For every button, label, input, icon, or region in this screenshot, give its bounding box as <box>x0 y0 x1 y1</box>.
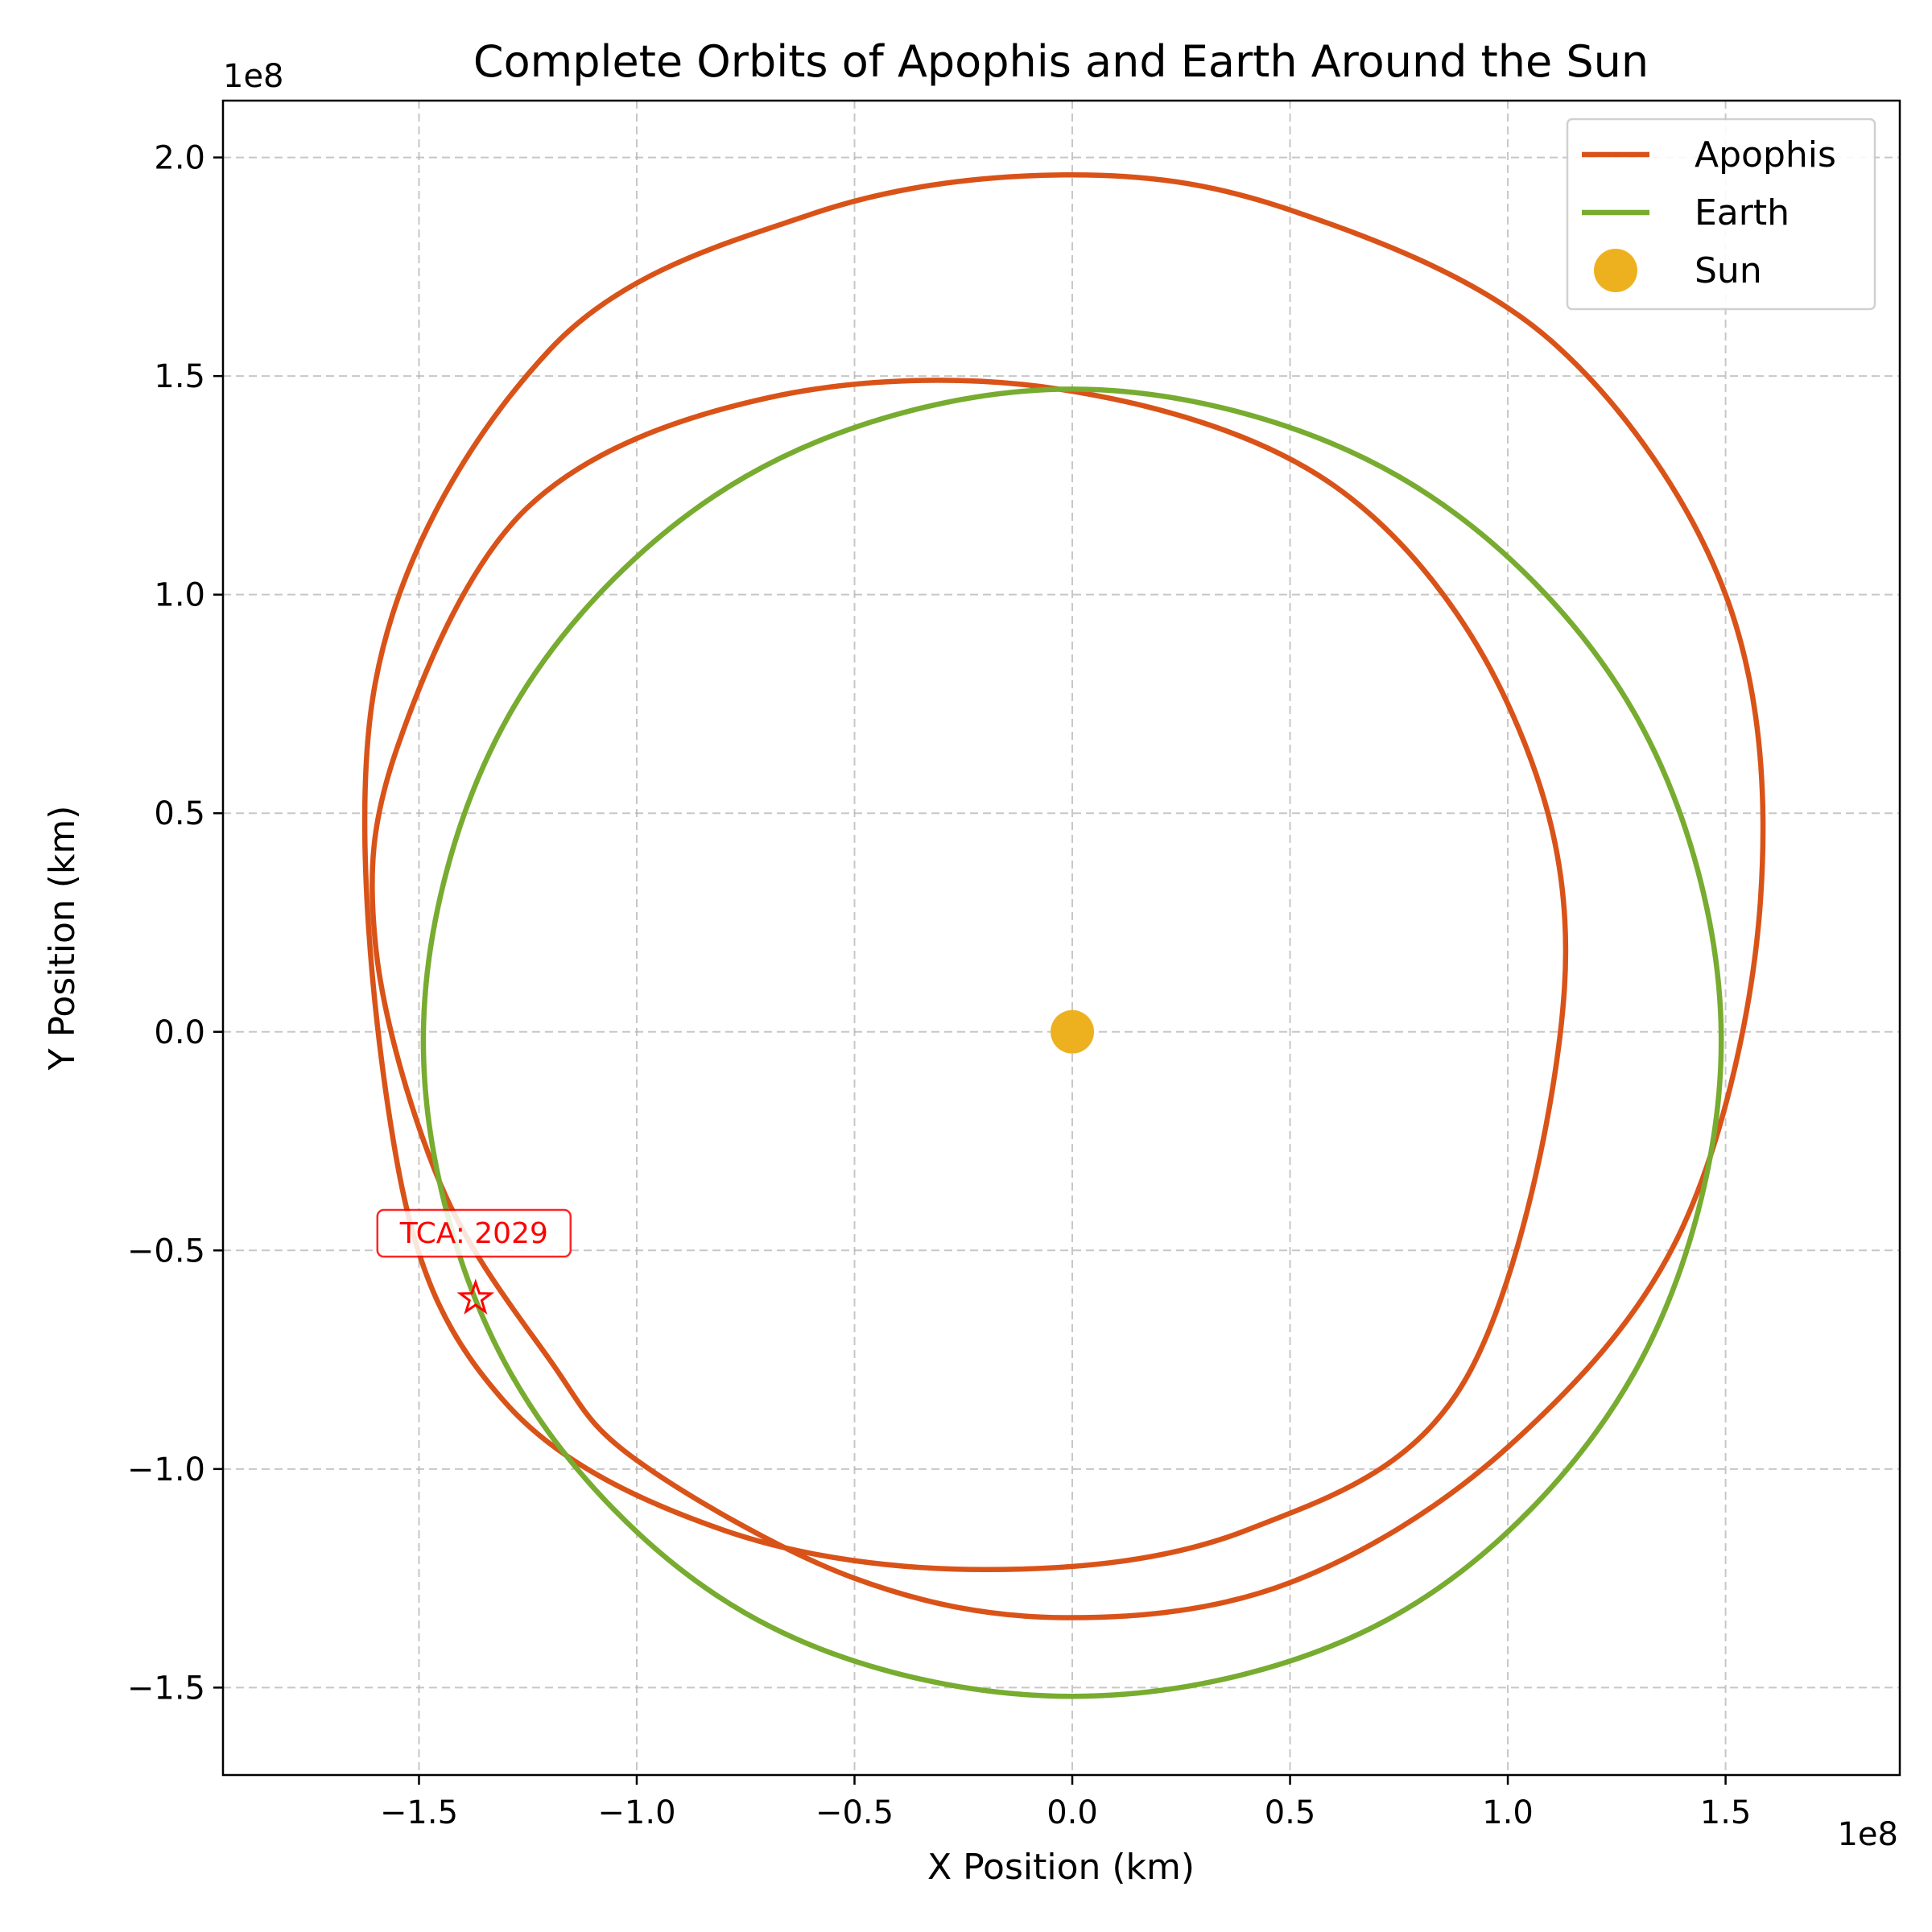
legend-label-apophis: Apophis <box>1695 134 1836 175</box>
plot-frame <box>221 99 1901 1777</box>
earth-orbit-line <box>420 386 1724 1699</box>
x-tick-label: 0.0 <box>1046 1794 1098 1831</box>
legend-label-earth: Earth <box>1695 192 1790 233</box>
x-tick-label: 0.5 <box>1265 1794 1316 1831</box>
x-tick-label: 1.0 <box>1482 1794 1534 1831</box>
annotations: TCA: 2029 <box>376 1208 572 1315</box>
y-tick-label: 0.0 <box>154 1014 205 1051</box>
y-tick-label: −1.0 <box>127 1451 205 1488</box>
y-tick-label: 2.0 <box>154 140 205 177</box>
x-tick-label: 1.5 <box>1700 1794 1752 1831</box>
tca-label-box <box>376 1208 572 1258</box>
axis-ticks: −1.5 −1.0 −0.5 0.0 0.5 1.0 1.5 −1.5 −1.0 −0.5 0.0 0… <box>127 140 1752 1831</box>
chart-title: Complete Orbits of Apophis and Earth Aro… <box>473 36 1649 87</box>
y-tick-label: 1.5 <box>154 358 205 395</box>
sun-marker <box>1051 1009 1095 1054</box>
y-tick-label: −1.5 <box>127 1670 205 1707</box>
y-axis-offset-label: 1e8 <box>223 58 284 95</box>
y-axis-label: Y Position (km) <box>42 806 83 1071</box>
x-tick-label: −0.5 <box>815 1794 894 1831</box>
legend: Apophis Earth Sun <box>1566 118 1876 311</box>
y-tick-label: 0.5 <box>154 795 205 832</box>
tca-star-marker <box>456 1278 495 1315</box>
legend-box <box>1566 118 1876 311</box>
legend-label-sun: Sun <box>1695 250 1762 291</box>
legend-swatch-sun <box>1594 249 1637 292</box>
apophis-orbit-line <box>361 172 1766 1620</box>
x-tick-label: −1.5 <box>380 1794 458 1831</box>
x-tick-label: −1.0 <box>597 1794 675 1831</box>
x-axis-offset-label: 1e8 <box>1837 1816 1898 1853</box>
y-tick-label: 1.0 <box>154 577 205 614</box>
tca-label: TCA: 2029 <box>399 1217 548 1250</box>
y-tick-label: −0.5 <box>127 1232 205 1269</box>
plot-series <box>361 172 1766 1699</box>
x-axis-label: X Position (km) <box>927 1847 1195 1888</box>
